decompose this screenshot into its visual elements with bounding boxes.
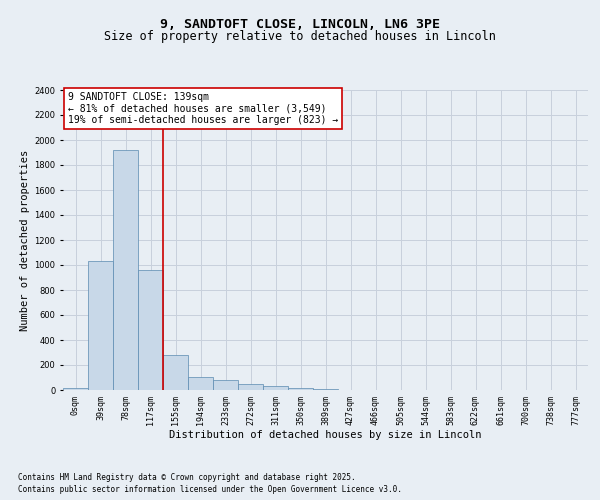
Text: 9, SANDTOFT CLOSE, LINCOLN, LN6 3PE: 9, SANDTOFT CLOSE, LINCOLN, LN6 3PE bbox=[160, 18, 440, 30]
Bar bbox=[88, 261, 113, 390]
Bar bbox=[138, 270, 163, 390]
Bar bbox=[213, 380, 238, 390]
Text: Contains HM Land Registry data © Crown copyright and database right 2025.: Contains HM Land Registry data © Crown c… bbox=[18, 472, 356, 482]
Bar bbox=[238, 384, 263, 390]
Text: Size of property relative to detached houses in Lincoln: Size of property relative to detached ho… bbox=[104, 30, 496, 43]
Text: Contains public sector information licensed under the Open Government Licence v3: Contains public sector information licen… bbox=[18, 485, 402, 494]
Bar bbox=[263, 386, 288, 390]
Bar bbox=[63, 388, 88, 390]
Bar bbox=[188, 377, 213, 390]
Bar bbox=[163, 355, 188, 390]
Y-axis label: Number of detached properties: Number of detached properties bbox=[20, 150, 30, 330]
Bar bbox=[288, 388, 313, 390]
Bar bbox=[113, 150, 138, 390]
Text: 9 SANDTOFT CLOSE: 139sqm
← 81% of detached houses are smaller (3,549)
19% of sem: 9 SANDTOFT CLOSE: 139sqm ← 81% of detach… bbox=[68, 92, 338, 124]
X-axis label: Distribution of detached houses by size in Lincoln: Distribution of detached houses by size … bbox=[169, 430, 482, 440]
